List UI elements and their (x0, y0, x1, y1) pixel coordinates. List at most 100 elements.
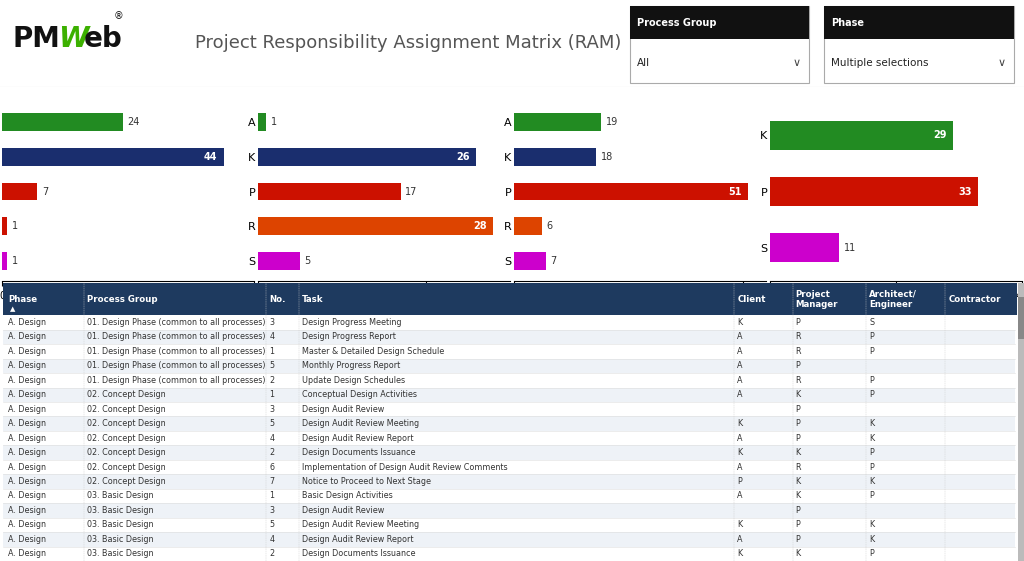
Text: 1: 1 (269, 491, 274, 500)
Text: Update Design Schedules: Update Design Schedules (302, 376, 406, 385)
Text: 1: 1 (269, 347, 274, 356)
Text: P: P (869, 448, 874, 457)
Text: R: R (796, 347, 801, 356)
Text: Phase: Phase (8, 295, 37, 304)
Text: P: P (796, 404, 801, 413)
Text: P: P (737, 477, 742, 486)
Text: A: A (737, 535, 742, 544)
Text: 2: 2 (269, 549, 274, 558)
Text: A: A (737, 333, 742, 342)
Text: 4: 4 (269, 535, 274, 544)
Text: A. Design: A. Design (8, 318, 46, 327)
Bar (770, 233, 840, 262)
Text: K: K (796, 549, 801, 558)
Text: 3: 3 (269, 318, 274, 327)
Text: A. Design: A. Design (8, 549, 46, 558)
Text: ▲: ▲ (10, 306, 15, 312)
Text: 33: 33 (958, 186, 972, 196)
Text: A. Design: A. Design (8, 333, 46, 342)
Text: 03. Basic Design: 03. Basic Design (87, 549, 154, 558)
Text: Architect/
Engineer: Architect/ Engineer (869, 289, 918, 309)
Text: Process Group: Process Group (87, 295, 158, 304)
Text: 02. Concept Design: 02. Concept Design (87, 448, 166, 457)
Text: 29: 29 (933, 130, 946, 140)
Text: A. Design: A. Design (8, 376, 46, 385)
Text: Client: Client (737, 295, 766, 304)
Text: K: K (869, 535, 874, 544)
Text: 01. Design Phase (common to all processes): 01. Design Phase (common to all processe… (87, 361, 265, 370)
FancyBboxPatch shape (3, 283, 1017, 315)
Text: R: R (796, 333, 801, 342)
FancyBboxPatch shape (630, 6, 809, 39)
Text: 01. Design Phase (common to all processes): 01. Design Phase (common to all processe… (87, 318, 265, 327)
Text: Notice to Proceed to Next Stage: Notice to Proceed to Next Stage (302, 477, 431, 486)
Bar (770, 177, 978, 206)
Text: 19: 19 (605, 117, 617, 127)
Text: 03. Basic Design: 03. Basic Design (87, 521, 154, 530)
Text: P: P (796, 535, 801, 544)
Bar (258, 182, 400, 200)
Text: 4: 4 (269, 434, 274, 443)
Text: 24: 24 (128, 117, 140, 127)
FancyBboxPatch shape (3, 373, 1015, 388)
Bar (2, 252, 7, 270)
Text: P: P (869, 491, 874, 500)
Text: P: P (796, 521, 801, 530)
Text: Project
Manager: Project Manager (796, 289, 839, 309)
FancyBboxPatch shape (1018, 283, 1024, 561)
Text: 01. Design Phase (common to all processes): 01. Design Phase (common to all processe… (87, 347, 265, 356)
Text: ∨: ∨ (793, 58, 801, 68)
Text: Design Progress Report: Design Progress Report (302, 333, 396, 342)
Text: 7: 7 (42, 186, 48, 196)
Text: Design Audit Review Meeting: Design Audit Review Meeting (302, 419, 419, 428)
Text: 02. Concept Design: 02. Concept Design (87, 404, 166, 413)
Text: Design Audit Review: Design Audit Review (302, 404, 384, 413)
Text: A. Design: A. Design (8, 477, 46, 486)
Text: K: K (869, 434, 874, 443)
Text: 01. Design Phase (common to all processes): 01. Design Phase (common to all processe… (87, 376, 265, 385)
Text: A: A (737, 390, 742, 399)
Text: 5: 5 (269, 361, 274, 370)
Text: Basic Design Activities: Basic Design Activities (302, 491, 393, 500)
Text: Design Audit Review Meeting: Design Audit Review Meeting (302, 521, 419, 530)
Text: 26: 26 (457, 152, 470, 162)
Text: A. Design: A. Design (8, 506, 46, 515)
Text: 02. Concept Design: 02. Concept Design (87, 477, 166, 486)
Text: A. Design: A. Design (8, 390, 46, 399)
Text: Design Audit Review Report: Design Audit Review Report (302, 434, 414, 443)
Bar (514, 113, 601, 131)
Text: K: K (869, 521, 874, 530)
Text: K: K (869, 419, 874, 428)
Text: PM: PM (12, 25, 60, 53)
Text: A: A (737, 462, 742, 472)
Text: Design Audit Review: Design Audit Review (302, 506, 384, 515)
Bar (258, 252, 300, 270)
Text: Process Group: Process Group (637, 17, 717, 27)
FancyBboxPatch shape (3, 358, 1015, 373)
Text: Monthly Progress Report: Monthly Progress Report (302, 361, 400, 370)
Bar (2, 217, 7, 235)
FancyBboxPatch shape (824, 6, 1014, 39)
Text: P: P (796, 419, 801, 428)
FancyBboxPatch shape (824, 6, 1014, 82)
Text: 1: 1 (271, 117, 278, 127)
Bar (2, 113, 123, 131)
Text: K: K (796, 448, 801, 457)
Text: A. Design: A. Design (8, 404, 46, 413)
Text: P: P (869, 347, 874, 356)
Text: Phase: Phase (831, 17, 864, 27)
FancyBboxPatch shape (3, 344, 1015, 358)
Text: 1: 1 (269, 390, 274, 399)
Text: A. Design: A. Design (8, 419, 46, 428)
Text: K: K (737, 318, 742, 327)
Text: 5: 5 (269, 521, 274, 530)
Text: 3: 3 (269, 506, 274, 515)
FancyBboxPatch shape (3, 315, 1015, 330)
Text: P: P (796, 506, 801, 515)
Bar (514, 252, 546, 270)
Text: 28: 28 (473, 221, 486, 231)
FancyBboxPatch shape (1018, 297, 1024, 339)
Text: P: P (869, 462, 874, 472)
FancyBboxPatch shape (3, 489, 1015, 503)
Text: A. Design: A. Design (8, 361, 46, 370)
